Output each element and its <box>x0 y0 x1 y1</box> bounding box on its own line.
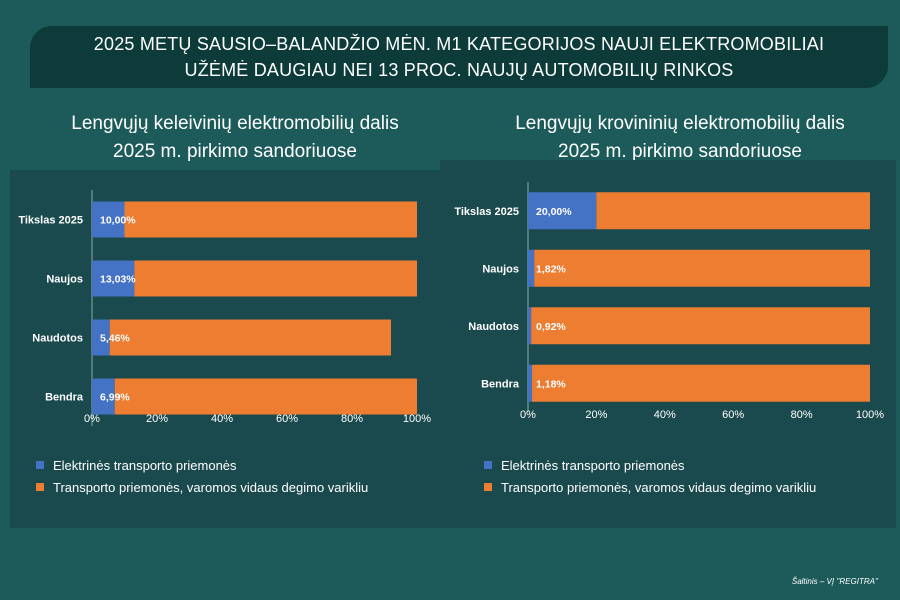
bar-electric <box>92 319 110 356</box>
x-tick-label: 0% <box>520 409 536 421</box>
left-chart-title: Lengvųjų keleivinių elektromobilių dalis… <box>20 110 450 166</box>
category-label: Naudotos <box>32 333 83 345</box>
legend-item-ice: Transporto priemonės, varomos vidaus deg… <box>36 476 368 498</box>
x-tick-label: 20% <box>146 413 168 425</box>
category-label: Bendra <box>481 378 520 390</box>
right-chart-title: Lengvųjų krovininių elektromobilių dalis… <box>470 110 890 166</box>
legend-swatch-ice <box>36 483 44 491</box>
data-label: 10,00% <box>100 215 136 227</box>
bar-ice <box>114 378 417 415</box>
right-chart-title-line-2: 2025 m. pirkimo sandoriuose <box>558 141 802 162</box>
category-label: Naudotos <box>468 321 519 333</box>
x-tick-label: 80% <box>341 413 363 425</box>
category-label: Tikslas 2025 <box>18 215 83 227</box>
bar-ice <box>532 364 870 402</box>
x-tick-label: 0% <box>84 413 100 425</box>
data-label: 1,82% <box>536 263 566 275</box>
legend-item-electric: Elektrinės transporto priemonės <box>484 454 816 476</box>
x-tick-label: 60% <box>722 409 744 421</box>
x-tick-label: 100% <box>403 413 431 425</box>
x-tick-label: 40% <box>211 413 233 425</box>
bar-electric <box>528 307 532 345</box>
bar-ice <box>531 307 870 345</box>
data-label: 0,92% <box>536 321 566 333</box>
source-note: Šaltinis – VĮ ''REGITRA'' <box>791 577 878 586</box>
category-label: Tikslas 2025 <box>454 206 519 218</box>
left-chart-title-line-2: 2025 m. pirkimo sandoriuose <box>113 141 357 162</box>
bar-ice <box>109 319 392 356</box>
x-tick-label: 80% <box>791 409 813 421</box>
right-chart-legend: Elektrinės transporto priemonės Transpor… <box>484 454 816 498</box>
data-label: 1,18% <box>536 378 566 390</box>
right-chart-panel: Tikslas 2025 20,00% Naujos 1,82% Naudotos 0,9… <box>440 160 896 528</box>
x-tick-label: 40% <box>654 409 676 421</box>
bar-electric <box>528 249 535 287</box>
x-tick-label: 20% <box>585 409 607 421</box>
legend-label-ice: Transporto priemonės, varomos vidaus deg… <box>501 479 817 495</box>
legend-label-electric: Elektrinės transporto priemonės <box>501 457 685 473</box>
bar-electric <box>528 192 597 230</box>
header-banner: 2025 METŲ SAUSIO–BALANDŽIO MĖN. M1 KATEG… <box>30 26 888 88</box>
bar-electric <box>92 201 125 238</box>
legend-label-ice: Transporto priemonės, varomos vidaus deg… <box>53 479 369 495</box>
banner-title-line-1: 2025 METŲ SAUSIO–BALANDŽIO MĖN. M1 KATEG… <box>93 34 825 54</box>
legend-swatch-electric <box>484 461 492 469</box>
legend-swatch-ice <box>484 483 492 491</box>
right-chart-title-line-1: Lengvųjų krovininių elektromobilių dalis <box>515 113 845 134</box>
legend-swatch-electric <box>36 461 44 469</box>
data-label: 20,00% <box>536 206 572 218</box>
category-label: Naujos <box>46 274 83 286</box>
legend-item-electric: Elektrinės transporto priemonės <box>36 454 368 476</box>
bar-ice <box>134 260 417 297</box>
x-tick-label: 60% <box>276 413 298 425</box>
bar-electric <box>528 364 533 402</box>
banner-title-line-2: UŽĖMĖ DAUGIAU NEI 13 PROC. NAUJŲ AUTOMOB… <box>184 60 734 80</box>
right-chart-plot: Tikslas 2025 20,00% Naujos 1,82% Naudotos 0,9… <box>454 182 884 421</box>
left-chart-title-line-1: Lengvųjų keleivinių elektromobilių dalis <box>71 113 399 134</box>
data-label: 5,46% <box>100 333 130 345</box>
legend-label-electric: Elektrinės transporto priemonės <box>53 457 237 473</box>
x-tick-label: 100% <box>856 409 884 421</box>
bar-electric <box>92 378 115 415</box>
bar-ice <box>534 249 870 287</box>
left-chart-legend: Elektrinės transporto priemonės Transpor… <box>36 454 368 498</box>
data-label: 6,99% <box>100 392 130 404</box>
bar-electric <box>92 260 135 297</box>
data-label: 13,03% <box>100 274 136 286</box>
left-chart-panel: Tikslas 2025 10,00% Naujos 13,03% Naudotos 5,… <box>10 170 442 528</box>
left-chart-plot: Tikslas 2025 10,00% Naujos 13,03% Naudotos 5,… <box>18 190 431 426</box>
bar-ice <box>596 192 870 230</box>
legend-item-ice: Transporto priemonės, varomos vidaus deg… <box>484 476 816 498</box>
category-label: Bendra <box>45 392 84 404</box>
bar-ice <box>124 201 417 238</box>
category-label: Naujos <box>482 263 519 275</box>
